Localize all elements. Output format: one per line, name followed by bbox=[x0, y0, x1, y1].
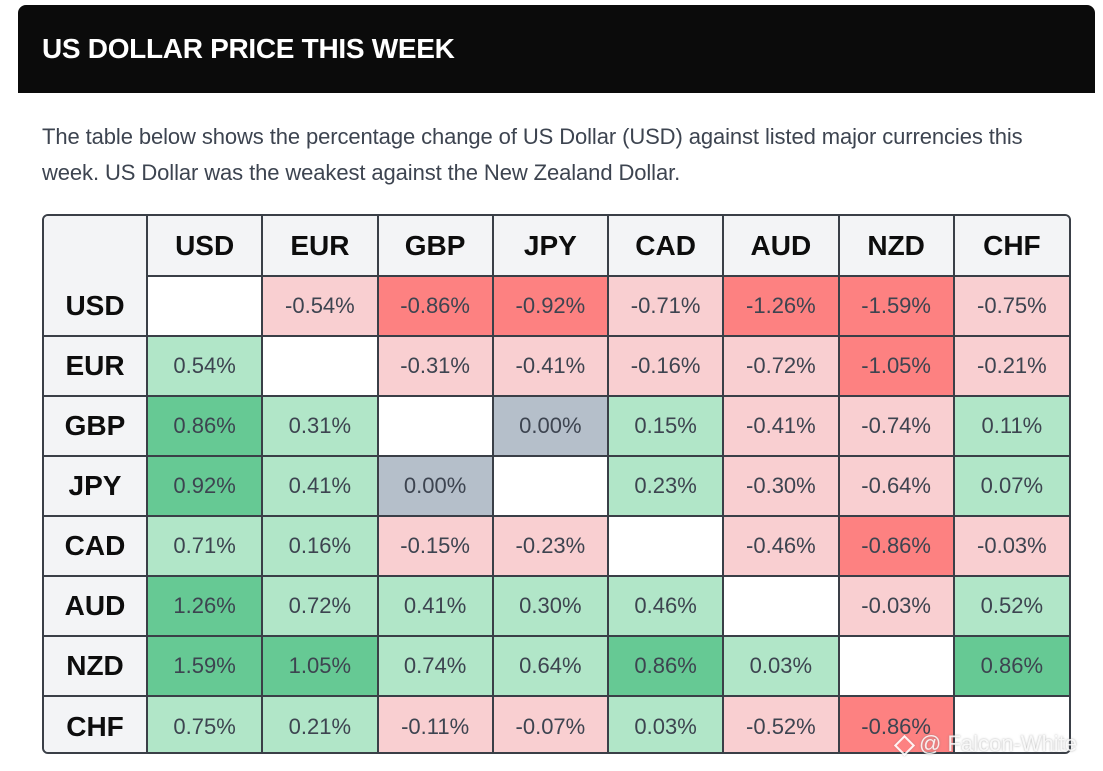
row-header-chf: CHF bbox=[44, 695, 148, 752]
rate-cell-nzd-chf: 0.86% bbox=[952, 635, 1069, 697]
rate-cell-nzd-eur: 1.05% bbox=[261, 635, 379, 697]
rate-cell-eur-cad: -0.16% bbox=[606, 335, 725, 397]
page-title: US DOLLAR PRICE THIS WEEK bbox=[42, 33, 455, 64]
rate-cell-gbp-eur: 0.31% bbox=[261, 395, 379, 457]
rate-cell-cad-eur: 0.16% bbox=[261, 515, 379, 577]
rate-cell-chf-eur: 0.21% bbox=[261, 695, 379, 752]
table-row: CHF 0.75% 0.21% -0.11% -0.07% 0.03% -0.52% -0.8… bbox=[44, 695, 1069, 752]
rate-cell-nzd-usd: 1.59% bbox=[145, 635, 264, 697]
column-header-gbp: GBP bbox=[376, 216, 494, 276]
rate-cell-cad-jpy: -0.23% bbox=[491, 515, 610, 577]
rate-cell-cad-aud: -0.46% bbox=[722, 515, 840, 577]
row-header-gbp: GBP bbox=[44, 395, 148, 457]
rate-cell-eur-eur bbox=[261, 335, 379, 397]
rate-cell-gbp-aud: -0.41% bbox=[722, 395, 840, 457]
column-header-usd: USD bbox=[145, 216, 264, 276]
rate-cell-cad-usd: 0.71% bbox=[145, 515, 264, 577]
rate-cell-usd-usd bbox=[145, 275, 264, 337]
rate-cell-jpy-gbp: 0.00% bbox=[376, 455, 494, 517]
rate-cell-jpy-eur: 0.41% bbox=[261, 455, 379, 517]
column-header-jpy: JPY bbox=[491, 216, 610, 276]
rate-cell-usd-gbp: -0.86% bbox=[376, 275, 494, 337]
rate-cell-usd-jpy: -0.92% bbox=[491, 275, 610, 337]
intro-paragraph: The table below shows the percentage cha… bbox=[42, 124, 1023, 185]
rate-cell-chf-nzd: -0.86% bbox=[837, 695, 955, 752]
rate-cell-chf-usd: 0.75% bbox=[145, 695, 264, 752]
rate-cell-jpy-cad: 0.23% bbox=[606, 455, 725, 517]
rate-cell-nzd-gbp: 0.74% bbox=[376, 635, 494, 697]
rate-cell-nzd-jpy: 0.64% bbox=[491, 635, 610, 697]
rate-cell-usd-cad: -0.71% bbox=[606, 275, 725, 337]
column-header-cad: CAD bbox=[606, 216, 725, 276]
rate-cell-usd-eur: -0.54% bbox=[261, 275, 379, 337]
rate-cell-nzd-aud: 0.03% bbox=[722, 635, 840, 697]
rate-cell-aud-nzd: -0.03% bbox=[837, 575, 955, 637]
fx-table: USD EUR GBP JPY CAD AUD NZD CHF USD -0.54% -0.86%… bbox=[44, 216, 1069, 752]
rate-cell-jpy-nzd: -0.64% bbox=[837, 455, 955, 517]
column-header-aud: AUD bbox=[722, 216, 840, 276]
rate-cell-gbp-cad: 0.15% bbox=[606, 395, 725, 457]
row-header-cad: CAD bbox=[44, 515, 148, 577]
row-header-nzd: NZD bbox=[44, 635, 148, 697]
rate-cell-nzd-cad: 0.86% bbox=[606, 635, 725, 697]
rate-cell-gbp-usd: 0.86% bbox=[145, 395, 264, 457]
rate-cell-jpy-usd: 0.92% bbox=[145, 455, 264, 517]
page-header: US DOLLAR PRICE THIS WEEK bbox=[18, 5, 1095, 93]
rate-cell-cad-cad bbox=[606, 515, 725, 577]
rate-cell-aud-jpy: 0.30% bbox=[491, 575, 610, 637]
table-row: USD -0.54% -0.86% -0.92% -0.71% -1.26% -1.59% -… bbox=[44, 275, 1069, 337]
rate-cell-gbp-gbp bbox=[376, 395, 494, 457]
rate-cell-cad-nzd: -0.86% bbox=[837, 515, 955, 577]
rate-cell-eur-usd: 0.54% bbox=[145, 335, 264, 397]
rate-cell-chf-chf bbox=[952, 695, 1069, 752]
rate-cell-cad-gbp: -0.15% bbox=[376, 515, 494, 577]
rate-cell-aud-aud bbox=[722, 575, 840, 637]
rate-cell-gbp-chf: 0.11% bbox=[952, 395, 1069, 457]
rate-cell-chf-cad: 0.03% bbox=[606, 695, 725, 752]
currency-heatmap-table: USD EUR GBP JPY CAD AUD NZD CHF USD -0.54% -0.86%… bbox=[42, 214, 1071, 754]
rate-cell-gbp-nzd: -0.74% bbox=[837, 395, 955, 457]
rate-cell-usd-nzd: -1.59% bbox=[837, 275, 955, 337]
table-row: JPY 0.92% 0.41% 0.00% 0.23% -0.30% -0.64% 0.07% bbox=[44, 455, 1069, 517]
rate-cell-jpy-aud: -0.30% bbox=[722, 455, 840, 517]
corner-cell bbox=[44, 216, 148, 276]
rate-cell-aud-usd: 1.26% bbox=[145, 575, 264, 637]
row-header-aud: AUD bbox=[44, 575, 148, 637]
rate-cell-jpy-jpy bbox=[491, 455, 610, 517]
rate-cell-chf-gbp: -0.11% bbox=[376, 695, 494, 752]
rate-cell-aud-cad: 0.46% bbox=[606, 575, 725, 637]
rate-cell-gbp-jpy: 0.00% bbox=[491, 395, 610, 457]
table-row: NZD 1.59% 1.05% 0.74% 0.64% 0.86% 0.03% 0.86% bbox=[44, 635, 1069, 697]
column-header-nzd: NZD bbox=[837, 216, 955, 276]
row-header-usd: USD bbox=[44, 276, 148, 337]
rate-cell-jpy-chf: 0.07% bbox=[952, 455, 1069, 517]
row-header-jpy: JPY bbox=[44, 455, 148, 517]
table-row: AUD 1.26% 0.72% 0.41% 0.30% 0.46% -0.03% 0.52% bbox=[44, 575, 1069, 637]
header-row: USD EUR GBP JPY CAD AUD NZD CHF bbox=[44, 216, 1069, 276]
table-row: GBP 0.86% 0.31% 0.00% 0.15% -0.41% -0.74% 0.11% bbox=[44, 395, 1069, 457]
rate-cell-usd-aud: -1.26% bbox=[722, 275, 840, 337]
rate-cell-eur-gbp: -0.31% bbox=[376, 335, 494, 397]
row-header-eur: EUR bbox=[44, 335, 148, 397]
table-row: CAD 0.71% 0.16% -0.15% -0.23% -0.46% -0.86% -0.… bbox=[44, 515, 1069, 577]
column-header-chf: CHF bbox=[952, 216, 1069, 276]
table-row: EUR 0.54% -0.31% -0.41% -0.16% -0.72% -1.05% -0… bbox=[44, 335, 1069, 397]
rate-cell-eur-aud: -0.72% bbox=[722, 335, 840, 397]
rate-cell-eur-chf: -0.21% bbox=[952, 335, 1069, 397]
rate-cell-usd-chf: -0.75% bbox=[952, 275, 1069, 337]
rate-cell-chf-aud: -0.52% bbox=[722, 695, 840, 752]
column-header-eur: EUR bbox=[261, 216, 379, 276]
rate-cell-aud-eur: 0.72% bbox=[261, 575, 379, 637]
rate-cell-chf-jpy: -0.07% bbox=[491, 695, 610, 752]
rate-cell-eur-nzd: -1.05% bbox=[837, 335, 955, 397]
rate-cell-nzd-nzd bbox=[837, 635, 955, 697]
rate-cell-aud-chf: 0.52% bbox=[952, 575, 1069, 637]
rate-cell-aud-gbp: 0.41% bbox=[376, 575, 494, 637]
rate-cell-cad-chf: -0.03% bbox=[952, 515, 1069, 577]
rate-cell-eur-jpy: -0.41% bbox=[491, 335, 610, 397]
